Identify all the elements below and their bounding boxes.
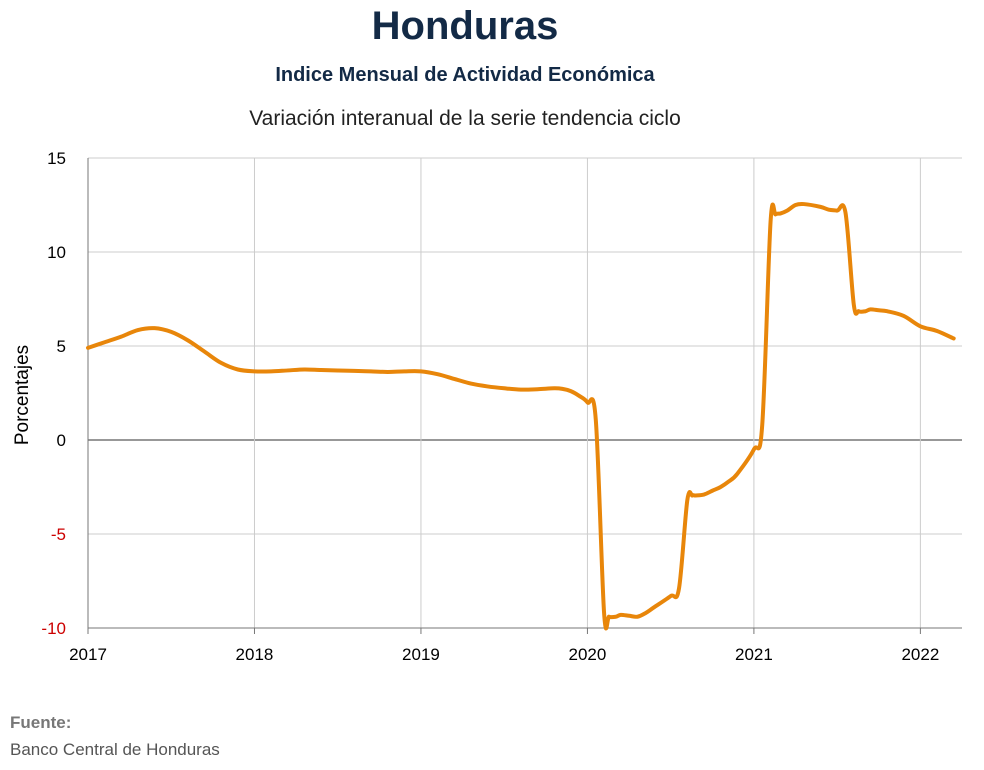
- chart-description: Variación interanual de la serie tendenc…: [249, 107, 681, 130]
- page-title: Honduras: [371, 4, 559, 48]
- y-tick-label: 5: [57, 337, 66, 356]
- x-tick-label: 2021: [735, 645, 773, 664]
- y-axis-label: Porcentajes: [12, 345, 33, 445]
- series-layer: [86, 201, 956, 631]
- x-tick-label: 2020: [569, 645, 607, 664]
- x-tick-label: 2019: [402, 645, 440, 664]
- y-tick-label: -5: [51, 525, 66, 544]
- source-label: Fuente:: [10, 713, 72, 732]
- y-tick-label: 15: [47, 149, 66, 168]
- chart-subtitle: Indice Mensual de Actividad Económica: [275, 64, 655, 86]
- x-tick-label: 2017: [69, 645, 107, 664]
- series-line-0: [86, 201, 956, 631]
- x-tick-label: 2022: [901, 645, 939, 664]
- y-tick-label: -10: [41, 619, 66, 638]
- grid-layer: [87, 157, 962, 629]
- y-tick-label: 10: [47, 243, 66, 262]
- x-tick-label: 2018: [236, 645, 274, 664]
- y-tick-label: 0: [57, 431, 66, 450]
- source-text: Banco Central de Honduras: [10, 740, 220, 759]
